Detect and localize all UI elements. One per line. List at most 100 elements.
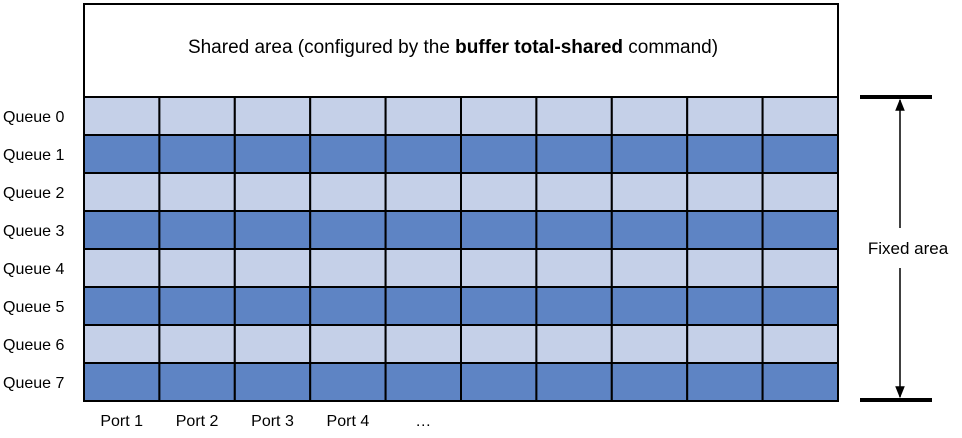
queue-cell bbox=[761, 286, 839, 326]
queue-cell bbox=[309, 96, 387, 136]
queue-cell bbox=[535, 134, 613, 174]
queue-cell bbox=[610, 324, 689, 364]
queue-cell bbox=[535, 210, 613, 250]
queue-cell bbox=[233, 172, 312, 212]
queue-cell bbox=[83, 248, 161, 288]
queue-cell bbox=[535, 286, 613, 326]
queue-cell bbox=[610, 286, 689, 326]
queue-label: Queue 2 bbox=[3, 185, 64, 202]
queue-cell bbox=[309, 286, 387, 326]
queue-cell bbox=[460, 286, 538, 326]
queue-cell bbox=[158, 286, 236, 326]
queue-cell bbox=[610, 96, 689, 136]
queue-cell bbox=[384, 172, 463, 212]
queue-cell bbox=[535, 96, 613, 136]
port-label: Port 1 bbox=[100, 413, 143, 430]
queue-cell bbox=[158, 362, 236, 402]
queue-cell bbox=[158, 210, 236, 250]
queue-cell bbox=[233, 248, 312, 288]
queue-cell bbox=[686, 286, 764, 326]
queue-cell bbox=[309, 248, 387, 288]
queue-cell bbox=[83, 96, 161, 136]
queue-cell bbox=[610, 172, 689, 212]
port-labels: Port 1 Port 2 Port 3 Port 4 … bbox=[100, 413, 431, 430]
queue-grid bbox=[83, 96, 839, 402]
queue-cell bbox=[233, 362, 312, 402]
queue-label: Queue 7 bbox=[3, 375, 64, 392]
queue-cell bbox=[309, 172, 387, 212]
queue-label: Queue 1 bbox=[3, 147, 64, 164]
queue-cell bbox=[158, 134, 236, 174]
queue-cell bbox=[83, 286, 161, 326]
queue-cell bbox=[460, 134, 538, 174]
queue-cell bbox=[384, 248, 463, 288]
queue-cell bbox=[460, 210, 538, 250]
queue-cell bbox=[384, 286, 463, 326]
queue-cell bbox=[686, 134, 764, 174]
queue-cell bbox=[158, 96, 236, 136]
port-label: Port 3 bbox=[251, 413, 294, 430]
queue-cell bbox=[761, 324, 839, 364]
queue-label: Queue 5 bbox=[3, 299, 64, 316]
queue-cell bbox=[761, 134, 839, 174]
queue-cell bbox=[158, 172, 236, 212]
queue-cell bbox=[233, 210, 312, 250]
shared-area-text-after: command) bbox=[623, 37, 718, 58]
fixed-area-label: Fixed area bbox=[868, 239, 949, 258]
port-label: Port 4 bbox=[327, 413, 370, 430]
queue-cell bbox=[535, 172, 613, 212]
queue-cell bbox=[460, 324, 538, 364]
queue-cell bbox=[384, 324, 463, 364]
queue-cell bbox=[384, 134, 463, 174]
queue-cell bbox=[610, 134, 689, 174]
queue-cell bbox=[610, 210, 689, 250]
queue-cell bbox=[233, 96, 312, 136]
queue-cell bbox=[460, 172, 538, 212]
queue-cell bbox=[83, 362, 161, 402]
queue-cell bbox=[686, 210, 764, 250]
queue-cell bbox=[761, 210, 839, 250]
queue-cell bbox=[686, 172, 764, 212]
queue-cell bbox=[83, 210, 161, 250]
queue-cell bbox=[686, 248, 764, 288]
queue-cell bbox=[233, 134, 312, 174]
queue-cell bbox=[384, 96, 463, 136]
queue-cell bbox=[384, 210, 463, 250]
shared-area-box bbox=[83, 3, 839, 98]
queue-label: Queue 6 bbox=[3, 337, 64, 354]
queue-cell bbox=[460, 362, 538, 402]
port-label: … bbox=[415, 413, 431, 430]
queue-cell bbox=[535, 362, 613, 402]
queue-labels: Queue 0 Queue 1 Queue 2 Queue 3 Queue 4 Queue… bbox=[3, 109, 64, 392]
queue-cell bbox=[83, 134, 161, 174]
queue-cell bbox=[686, 362, 764, 402]
queue-cell bbox=[535, 324, 613, 364]
queue-cell bbox=[686, 96, 764, 136]
queue-cell bbox=[309, 324, 387, 364]
queue-cell bbox=[761, 362, 839, 402]
queue-cell bbox=[761, 96, 839, 136]
shared-area-label: Shared area (configured by the buffer to… bbox=[188, 37, 718, 58]
queue-cell bbox=[233, 286, 312, 326]
port-label: Port 2 bbox=[176, 413, 219, 430]
queue-label: Queue 4 bbox=[3, 261, 64, 278]
queue-cell bbox=[535, 248, 613, 288]
queue-cell bbox=[686, 324, 764, 364]
queue-cell bbox=[460, 248, 538, 288]
shared-area-text-before: Shared area (configured by the bbox=[188, 37, 455, 58]
queue-cell bbox=[460, 96, 538, 136]
queue-cell bbox=[233, 324, 312, 364]
queue-cell bbox=[761, 248, 839, 288]
queue-cell bbox=[384, 362, 463, 402]
queue-cell bbox=[158, 324, 236, 364]
queue-cell bbox=[309, 210, 387, 250]
queue-cell bbox=[309, 134, 387, 174]
queue-label: Queue 0 bbox=[3, 109, 64, 126]
queue-cell bbox=[309, 362, 387, 402]
queue-label: Queue 3 bbox=[3, 223, 64, 240]
queue-cell bbox=[83, 172, 161, 212]
queue-cell bbox=[610, 248, 689, 288]
queue-cell bbox=[83, 324, 161, 364]
queue-cell bbox=[158, 248, 236, 288]
